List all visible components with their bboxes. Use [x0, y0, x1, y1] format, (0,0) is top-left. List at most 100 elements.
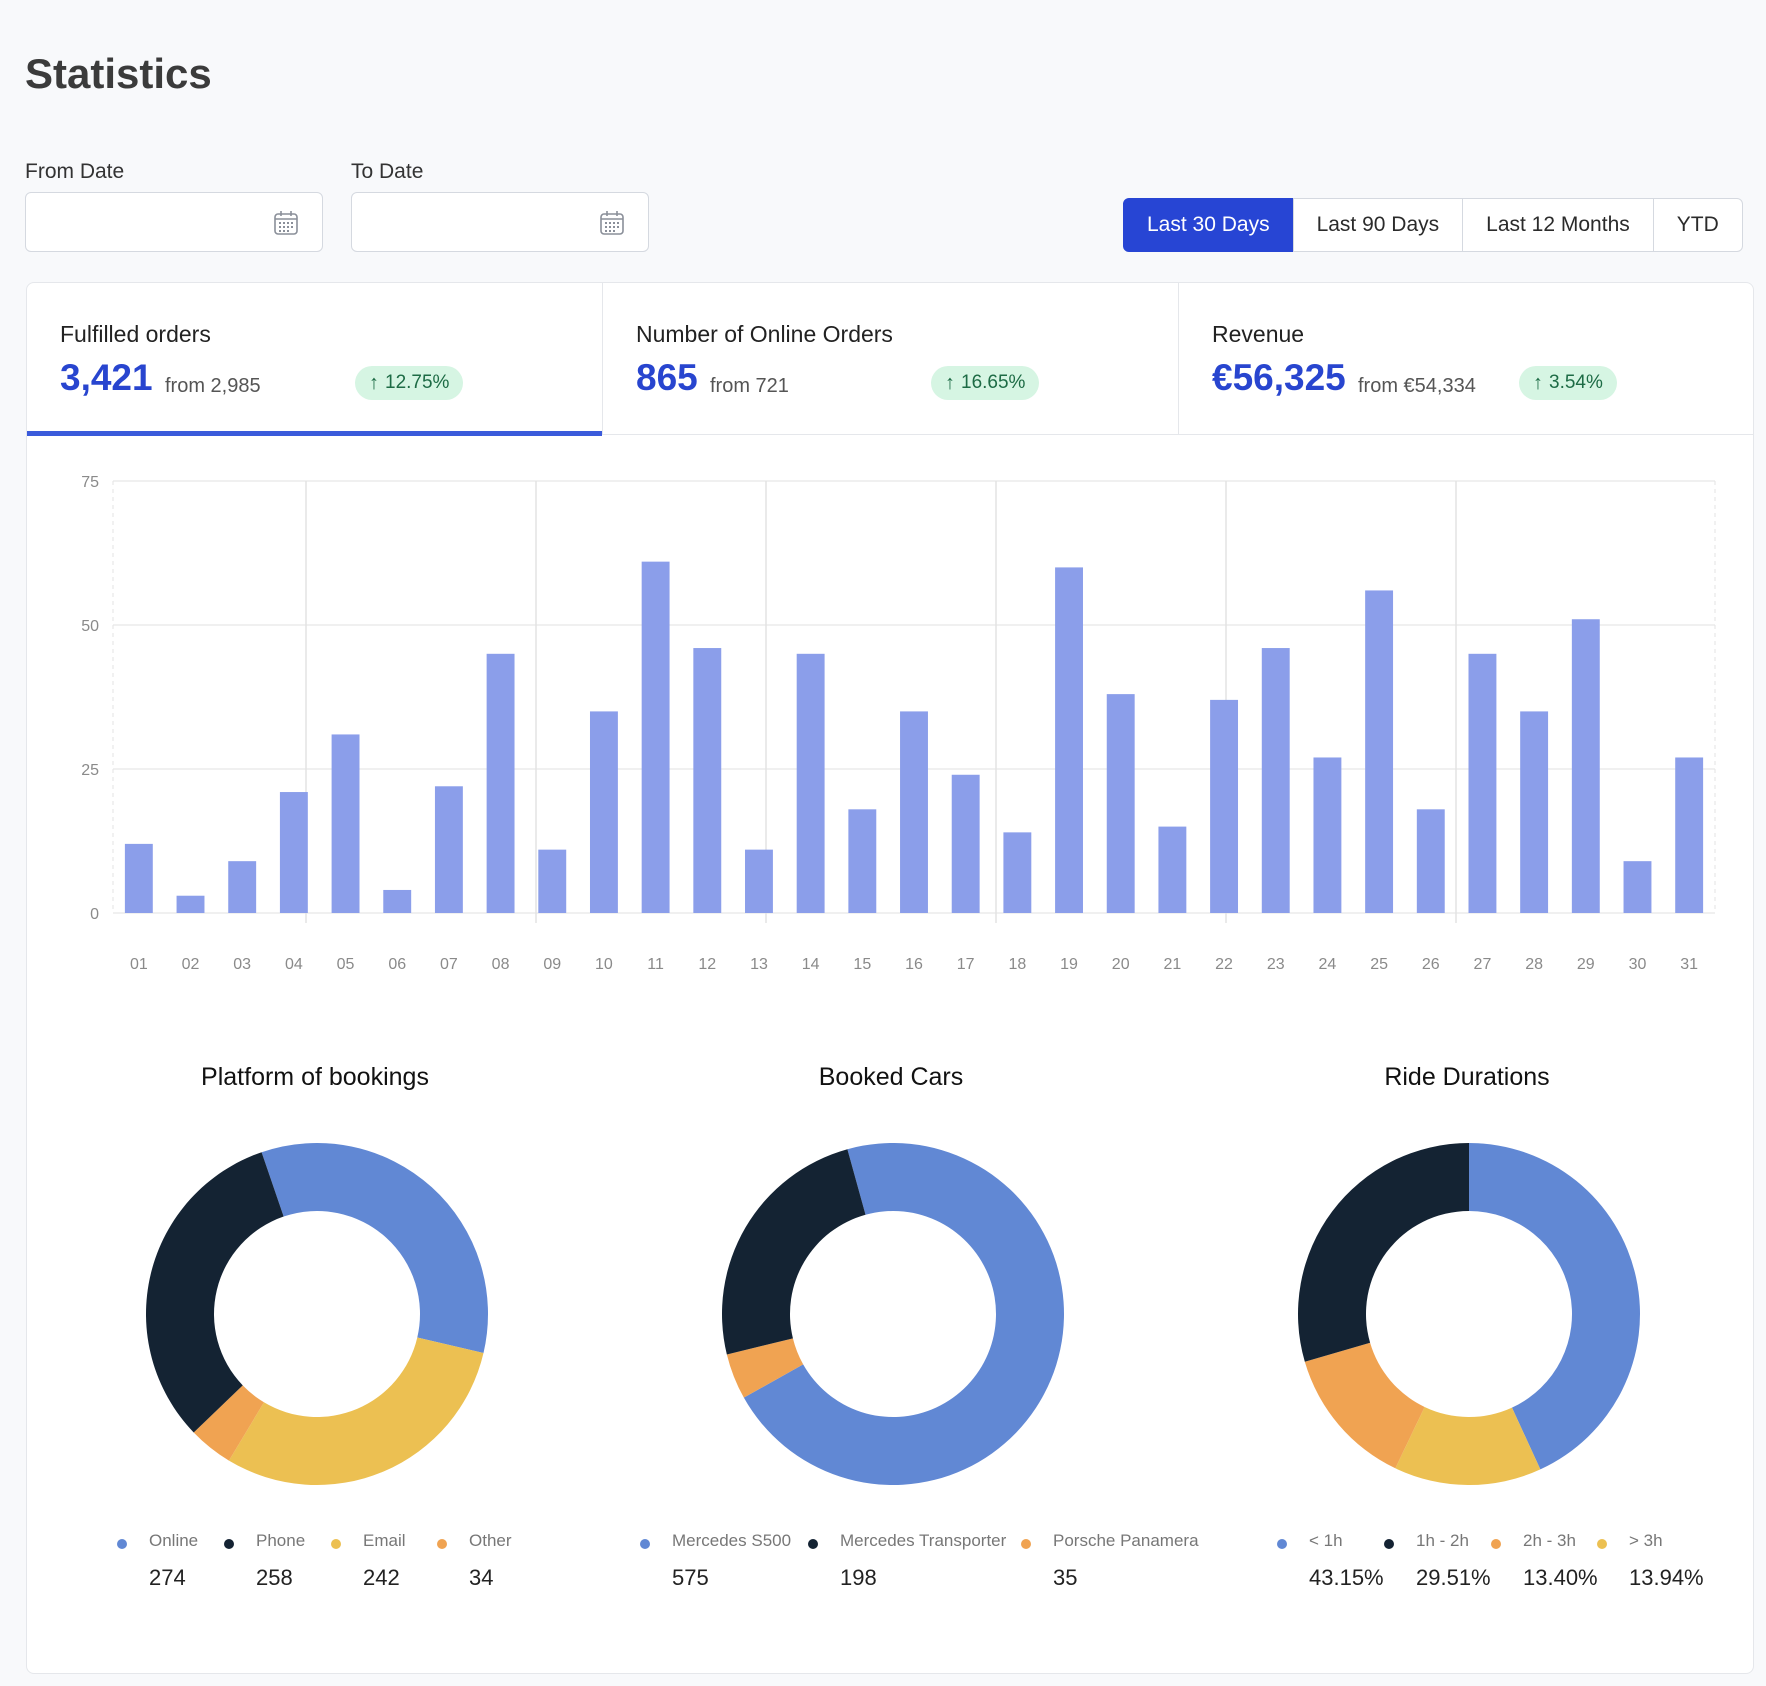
legend-dot-icon: [224, 1539, 234, 1549]
bar-day-03[interactable]: [228, 861, 257, 913]
bar-day-05[interactable]: [331, 734, 360, 913]
legend-value: 198: [840, 1565, 877, 1590]
donut-slice-porsche-panamera[interactable]: [726, 1338, 804, 1398]
legend-label: Mercedes S500: [672, 1531, 792, 1550]
bar-day-19[interactable]: [1055, 567, 1083, 913]
y-tick-label: 0: [90, 906, 99, 923]
donut-slice-email[interactable]: [228, 1337, 484, 1485]
bar-day-02[interactable]: [176, 895, 205, 913]
kpi-card[interactable]: Number of Online Orders 865 from 721 ↑ 16.65…: [603, 283, 1179, 435]
donut-chart-title: Booked Cars: [818, 1063, 964, 1091]
kpi-card[interactable]: Fulfilled orders 3,421 from 2,985 ↑ 12.75%: [27, 283, 603, 436]
bar-day-15[interactable]: [848, 809, 877, 913]
legend-dot-icon: [331, 1539, 341, 1549]
bar-day-24[interactable]: [1313, 757, 1342, 913]
bar-day-14[interactable]: [796, 653, 825, 913]
x-tick-label: 09: [543, 956, 561, 973]
legend-label: > 3h: [1629, 1531, 1663, 1550]
range-button-last-30-days[interactable]: Last 30 Days: [1123, 198, 1294, 252]
bar-day-20[interactable]: [1106, 694, 1135, 913]
bar-day-25[interactable]: [1365, 590, 1394, 913]
bar-day-17[interactable]: [951, 774, 980, 913]
bar-day-21[interactable]: [1158, 826, 1187, 913]
change-percent: 12.75%: [385, 372, 450, 393]
bar-day-23[interactable]: [1261, 648, 1290, 913]
kpi-card[interactable]: Revenue €56,325 from €54,334 ↑ 3.54%: [1179, 283, 1753, 435]
donut-slice-mercedes-s500[interactable]: [743, 1143, 1064, 1485]
range-button-ytd[interactable]: YTD: [1652, 198, 1743, 252]
x-tick-label: 14: [802, 956, 820, 973]
legend-value: 258: [256, 1565, 293, 1590]
bar-day-08[interactable]: [486, 653, 515, 913]
x-tick-label: 19: [1060, 956, 1078, 973]
legend-value: 575: [672, 1565, 709, 1590]
change-badge: ↑ 16.65%: [931, 366, 1040, 400]
bar-day-12[interactable]: [693, 648, 722, 913]
bar-day-11[interactable]: [641, 561, 670, 913]
donut-slice-2h-3h[interactable]: [1304, 1342, 1425, 1469]
x-tick-label: 22: [1215, 956, 1233, 973]
x-tick-label: 29: [1577, 956, 1595, 973]
calendar-icon[interactable]: [272, 209, 300, 237]
donut-slice-1h[interactable]: [1469, 1143, 1640, 1470]
legend-dot-icon: [117, 1539, 127, 1549]
from-date-label: From Date: [25, 160, 125, 183]
legend-dot-icon: [437, 1539, 447, 1549]
bar-day-28[interactable]: [1520, 711, 1549, 913]
donut-chart-block: Booked Cars Mercedes S500 575 Mercedes Tran…: [603, 1063, 1199, 1603]
x-tick-label: 06: [388, 956, 406, 973]
bar-day-01[interactable]: [124, 843, 153, 913]
bar-day-04[interactable]: [279, 792, 308, 913]
x-tick-label: 12: [698, 956, 716, 973]
bar-day-31[interactable]: [1675, 757, 1704, 913]
legend-value: 13.94%: [1629, 1565, 1704, 1590]
donut-slice-1h-2h[interactable]: [1298, 1143, 1469, 1362]
legend-value: 13.40%: [1523, 1565, 1598, 1590]
kpi-value: €56,325: [1212, 357, 1346, 398]
to-date-label: To Date: [351, 160, 424, 183]
x-tick-label: 24: [1319, 956, 1337, 973]
bar-day-18[interactable]: [1003, 832, 1032, 913]
legend-dot-icon: [1277, 1539, 1287, 1549]
bar-day-27[interactable]: [1468, 653, 1497, 913]
donut-slice-phone[interactable]: [146, 1152, 284, 1433]
arrow-up-icon: ↑: [945, 372, 955, 394]
bar-day-29[interactable]: [1571, 619, 1600, 913]
legend-dot-icon: [1491, 1539, 1501, 1549]
bar-day-26[interactable]: [1416, 809, 1445, 913]
bar-day-09[interactable]: [538, 849, 567, 913]
legend-label: Email: [363, 1531, 406, 1550]
y-tick-label: 50: [81, 618, 99, 635]
range-button-last-12-months[interactable]: Last 12 Months: [1462, 198, 1654, 252]
bar-day-30[interactable]: [1623, 861, 1652, 913]
x-tick-label: 10: [595, 956, 613, 973]
change-badge: ↑ 3.54%: [1519, 366, 1617, 400]
range-button-last-90-days[interactable]: Last 90 Days: [1292, 198, 1464, 252]
bar-day-13[interactable]: [745, 849, 773, 913]
calendar-icon[interactable]: [598, 209, 626, 237]
bar-day-16[interactable]: [900, 711, 928, 913]
bar-day-06[interactable]: [383, 889, 412, 913]
kpi-label: Fulfilled orders: [60, 321, 211, 347]
legend-value: 274: [149, 1565, 186, 1590]
bar-day-10[interactable]: [589, 711, 618, 913]
legend-value: 29.51%: [1416, 1565, 1491, 1590]
donut-slice-other[interactable]: [193, 1385, 264, 1461]
donut-slice-online[interactable]: [261, 1143, 488, 1353]
legend-dot-icon: [640, 1539, 650, 1549]
legend-dot-icon: [808, 1539, 818, 1549]
donut-slice-mercedes-transporter[interactable]: [722, 1149, 866, 1355]
legend-value: 242: [363, 1565, 400, 1590]
legend-label: Other: [469, 1531, 512, 1550]
bar-day-22[interactable]: [1210, 699, 1239, 913]
x-tick-label: 16: [905, 956, 923, 973]
legend-label: Online: [149, 1531, 199, 1550]
x-tick-label: 03: [233, 956, 251, 973]
bar-day-07[interactable]: [434, 786, 463, 913]
from-date-input[interactable]: [25, 192, 323, 252]
to-date-input[interactable]: [351, 192, 649, 252]
donut-chart: [722, 1143, 1064, 1485]
donut-slice-3h[interactable]: [1395, 1406, 1541, 1485]
legend-label: Mercedes Transporter: [840, 1531, 1007, 1550]
x-tick-label: 26: [1422, 956, 1440, 973]
